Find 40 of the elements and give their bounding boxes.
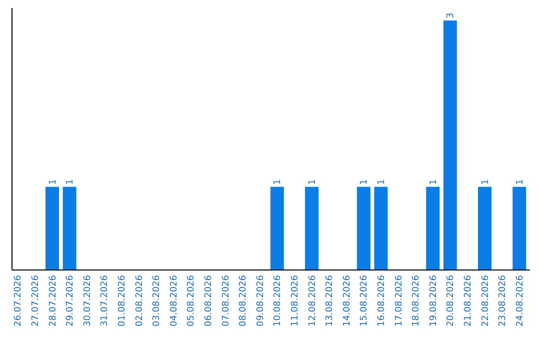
x-tick-label: 20.08.2026 — [446, 274, 456, 327]
x-tick-label: 28.07.2026 — [48, 274, 58, 327]
data-label: 1 — [308, 179, 318, 185]
x-tick-label: 06.08.2026 — [204, 274, 214, 327]
x-tick-label: 21.08.2026 — [463, 274, 474, 327]
data-label: 1 — [376, 179, 387, 185]
data-label: 3 — [446, 12, 456, 18]
x-tick-label: 12.08.2026 — [308, 274, 318, 327]
data-label: 1 — [515, 179, 526, 185]
x-tick-label: 31.07.2026 — [100, 274, 110, 327]
x-tick-label: 23.08.2026 — [498, 274, 508, 327]
x-tick-label: 14.08.2026 — [342, 274, 352, 327]
x-tick-label: 07.08.2026 — [221, 274, 232, 327]
data-label: 1 — [480, 179, 491, 185]
data-label: 1 — [428, 179, 439, 185]
x-tick-label: 30.07.2026 — [82, 274, 93, 327]
x-tick-label: 08.08.2026 — [238, 274, 249, 327]
x-tick-label: 03.08.2026 — [152, 274, 162, 327]
x-tick-label: 16.08.2026 — [376, 274, 387, 327]
data-label: 1 — [360, 179, 370, 185]
x-tick-label: 22.08.2026 — [480, 274, 491, 327]
data-label: 1 — [66, 179, 76, 185]
x-tick-label: 15.08.2026 — [360, 274, 370, 327]
x-tick-label: 02.08.2026 — [134, 274, 145, 327]
x-tick-label: 27.07.2026 — [30, 274, 41, 327]
x-tick-label: 26.07.2026 — [14, 274, 24, 327]
x-tick-label: 09.08.2026 — [256, 274, 266, 327]
x-tick-label: 19.08.2026 — [428, 274, 439, 327]
x-tick-label: 10.08.2026 — [273, 274, 284, 327]
x-tick-label: 24.08.2026 — [515, 274, 526, 327]
x-tick-label: 13.08.2026 — [325, 274, 336, 327]
data-label: 1 — [273, 179, 284, 185]
x-tick-label: 18.08.2026 — [412, 274, 422, 327]
x-tick-label: 01.08.2026 — [117, 274, 128, 327]
x-tick-label: 05.08.2026 — [186, 274, 197, 327]
x-tick-label: 17.08.2026 — [394, 274, 404, 327]
x-tick-label: 29.07.2026 — [66, 274, 76, 327]
x-tick-label: 04.08.2026 — [169, 274, 180, 327]
data-label: 1 — [48, 179, 58, 185]
x-tick-label: 11.08.2026 — [290, 274, 300, 327]
